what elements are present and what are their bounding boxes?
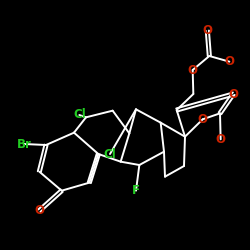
Text: F: F <box>132 184 140 197</box>
Text: Br: Br <box>16 138 32 150</box>
Text: O: O <box>34 204 44 217</box>
Text: O: O <box>198 113 208 126</box>
Text: O: O <box>216 133 226 146</box>
Text: O: O <box>202 24 212 37</box>
Text: Cl: Cl <box>104 148 117 160</box>
Text: O: O <box>188 64 198 76</box>
Text: O: O <box>224 55 234 68</box>
Text: O: O <box>228 88 238 101</box>
Text: Cl: Cl <box>73 108 86 122</box>
